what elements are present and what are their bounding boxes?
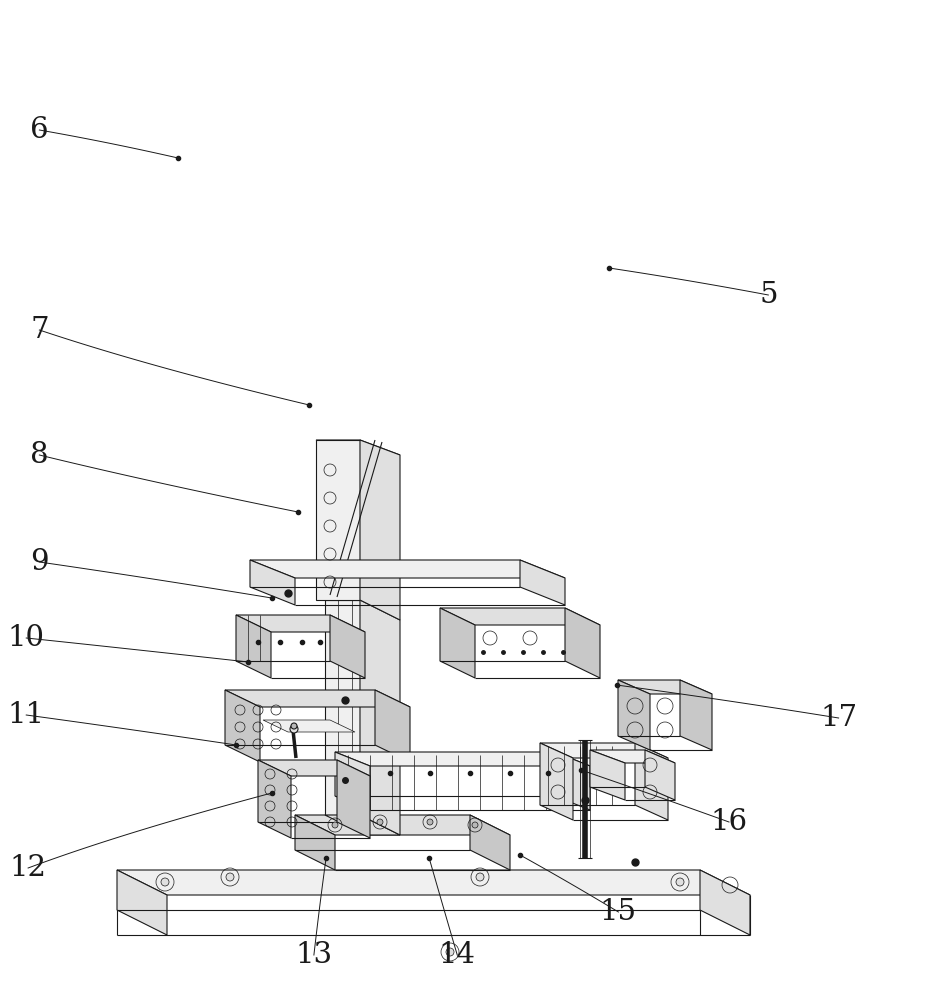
Polygon shape: [335, 752, 370, 810]
Polygon shape: [635, 743, 667, 820]
Polygon shape: [337, 760, 370, 838]
Polygon shape: [618, 680, 650, 750]
Polygon shape: [315, 440, 400, 455]
Polygon shape: [236, 615, 365, 632]
Polygon shape: [359, 440, 400, 620]
Polygon shape: [554, 752, 590, 810]
Polygon shape: [295, 815, 509, 835]
Circle shape: [291, 723, 297, 729]
Polygon shape: [374, 690, 410, 762]
Circle shape: [446, 948, 454, 956]
Polygon shape: [359, 600, 400, 835]
Circle shape: [161, 878, 168, 886]
Polygon shape: [257, 760, 370, 776]
Text: 10: 10: [7, 624, 45, 652]
Text: 16: 16: [709, 808, 747, 836]
Text: 6: 6: [30, 116, 49, 144]
Polygon shape: [539, 743, 573, 820]
Text: 11: 11: [7, 701, 45, 729]
Circle shape: [675, 878, 683, 886]
Text: 7: 7: [30, 316, 49, 344]
Polygon shape: [644, 750, 674, 800]
Polygon shape: [699, 870, 749, 935]
Circle shape: [331, 822, 338, 828]
Polygon shape: [250, 560, 295, 605]
Polygon shape: [440, 608, 475, 678]
Polygon shape: [250, 560, 564, 578]
Text: 8: 8: [30, 441, 49, 469]
Polygon shape: [325, 815, 400, 835]
Polygon shape: [329, 615, 365, 678]
Polygon shape: [315, 440, 359, 600]
Text: 5: 5: [758, 281, 777, 309]
Text: 17: 17: [819, 704, 856, 732]
Text: 9: 9: [30, 548, 49, 576]
Polygon shape: [590, 750, 624, 800]
Circle shape: [376, 819, 383, 825]
Polygon shape: [225, 690, 259, 762]
Circle shape: [475, 873, 484, 881]
Polygon shape: [470, 815, 509, 870]
Text: 15: 15: [599, 898, 636, 926]
Polygon shape: [519, 560, 564, 605]
Text: 14: 14: [438, 941, 475, 969]
Polygon shape: [257, 760, 291, 838]
Polygon shape: [236, 615, 271, 678]
Circle shape: [226, 873, 234, 881]
Polygon shape: [680, 680, 711, 750]
Polygon shape: [539, 743, 667, 758]
Polygon shape: [225, 690, 410, 707]
Polygon shape: [325, 600, 359, 815]
Polygon shape: [117, 870, 167, 935]
Polygon shape: [295, 815, 335, 870]
Polygon shape: [618, 680, 711, 694]
Polygon shape: [440, 608, 599, 625]
Circle shape: [472, 822, 477, 828]
Polygon shape: [590, 750, 674, 763]
Text: 12: 12: [9, 854, 47, 882]
Circle shape: [427, 819, 432, 825]
Text: 13: 13: [295, 941, 332, 969]
Polygon shape: [335, 752, 590, 766]
Polygon shape: [263, 720, 355, 732]
Polygon shape: [564, 608, 599, 678]
Circle shape: [289, 725, 298, 733]
Polygon shape: [117, 870, 749, 895]
